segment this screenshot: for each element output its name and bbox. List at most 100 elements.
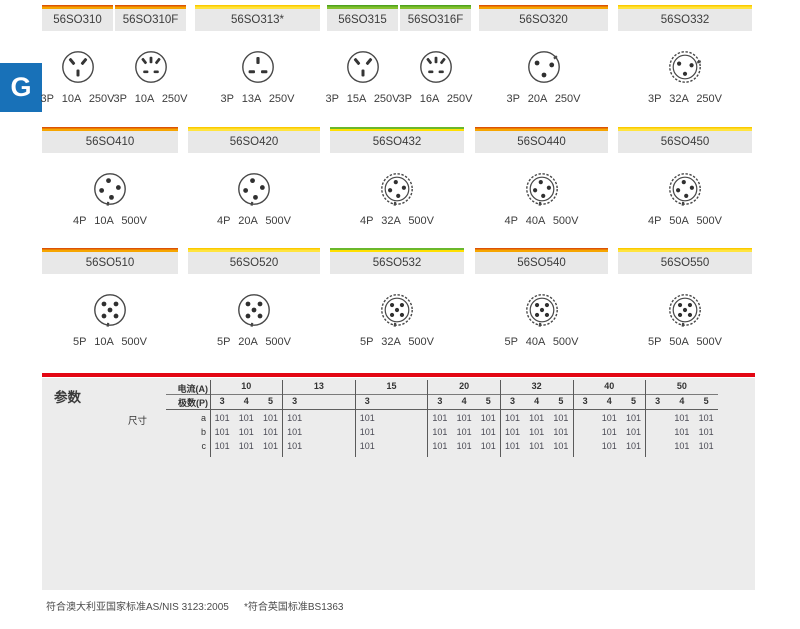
dimension-value: 101 (238, 413, 254, 423)
product-card: 56SO540 5P 40A 500V (475, 248, 608, 348)
round-4pin-double-icon (380, 172, 414, 206)
dimension-value: 101 (529, 427, 545, 437)
section-divider-rule (42, 373, 755, 377)
poles-value: 4 (534, 396, 540, 406)
color-code-bar (479, 5, 608, 9)
color-code-bar (42, 248, 178, 252)
color-code-bar (618, 5, 752, 9)
poles-value: 3 (219, 396, 225, 406)
dimension-value: 101 (698, 413, 714, 423)
current-row-label: 电流(A) (177, 384, 209, 394)
color-code-bar (188, 127, 320, 131)
color-code-bar (618, 248, 752, 252)
poles-value: 5 (267, 396, 273, 406)
dimension-value: 101 (480, 413, 496, 423)
socket-aus-3pin-icon (346, 50, 380, 84)
product-card: 56SO510 5P 10A 500V (42, 248, 178, 348)
product-rating: 3P 15A 250V (325, 93, 400, 105)
product-model: 56SO320 (479, 9, 608, 31)
product-model: 56SO332 (618, 9, 752, 31)
product-model: 56SO540 (475, 252, 608, 274)
product-row-4p: 56SO410 4P 10A 500V 56SO420 4P 20A 500V 56SO… (42, 127, 754, 227)
dimension-value: 101 (504, 441, 520, 451)
product-model: 56SO532 (330, 252, 464, 274)
product-card: 56SO315 3P 15A 250V (325, 5, 400, 105)
product-rating: 3P 10A 250V (40, 93, 115, 105)
product-card: 56SO320 3P 20A 250V (479, 5, 608, 105)
dimensions-label: 尺寸 (128, 416, 148, 427)
product-rating: 4P 10A 500V (72, 215, 148, 227)
dimension-value: 101 (456, 441, 472, 451)
color-code-bar (330, 248, 464, 252)
table-column-divider (282, 380, 284, 457)
round-3pin-icon (527, 50, 561, 84)
dim-row-label: b (200, 427, 206, 437)
dimension-value: 101 (214, 413, 230, 423)
color-code-bar (188, 248, 320, 252)
dimension-value: 101 (601, 441, 617, 451)
product-rating: 4P 50A 500V (647, 215, 723, 227)
product-rating: 4P 32A 500V (359, 215, 435, 227)
section-title: 参数 (54, 390, 81, 405)
product-card: 56SO310F 3P 10A 250V (113, 5, 188, 105)
dimension-value: 101 (674, 413, 690, 423)
round-4pin-icon (237, 172, 271, 206)
product-model: 56SO313* (195, 9, 320, 31)
table-rule-under-poles (166, 409, 718, 410)
poles-value: 3 (509, 396, 515, 406)
round-5pin-double-icon (668, 293, 702, 327)
dimension-value: 101 (359, 427, 375, 437)
dimension-value: 101 (625, 413, 641, 423)
color-code-bar (327, 5, 398, 9)
product-card: 56SO420 4P 20A 500V (188, 127, 320, 227)
socket-bs1363-icon (241, 50, 275, 84)
dim-row-label: c (201, 441, 207, 451)
footnote-australian-standard: 符合澳大利亚国家标准AS/NIS 3123:2005 (46, 602, 229, 613)
table-column-divider (572, 380, 574, 457)
product-rating: 4P 20A 500V (216, 215, 292, 227)
poles-value: 3 (655, 396, 661, 406)
table-column-divider (645, 380, 647, 457)
product-card: 56SO332 3P 32A 250V (618, 5, 752, 105)
dimension-value: 101 (287, 413, 303, 423)
poles-row-label: 极数(P) (178, 398, 208, 408)
table-column-divider (499, 380, 501, 457)
poles-value: 3 (292, 396, 298, 406)
product-rating: 3P 32A 250V (647, 93, 723, 105)
product-model: 56SO410 (42, 131, 178, 153)
dimension-value: 101 (480, 427, 496, 437)
color-code-bar (42, 127, 178, 131)
dimension-value: 101 (601, 427, 617, 437)
table-column-divider (209, 380, 211, 457)
current-value: 40 (604, 381, 615, 391)
product-rating: 3P 13A 250V (220, 93, 295, 105)
round-5pin-icon (93, 293, 127, 327)
product-model: 56SO550 (618, 252, 752, 274)
product-rating: 3P 16A 250V (398, 93, 473, 105)
color-code-bar (195, 5, 320, 9)
dimension-value: 101 (674, 427, 690, 437)
dimension-value: 101 (432, 441, 448, 451)
socket-aus-3pin-icon (61, 50, 95, 84)
round-5pin-double-icon (380, 293, 414, 327)
product-rating: 3P 20A 250V (506, 93, 581, 105)
dimension-value: 101 (262, 441, 278, 451)
dimension-value: 101 (238, 427, 254, 437)
product-row-3p: 56SO310 3P 10A 250V 56SO310F 3P 10A 250V 56S… (40, 5, 754, 105)
product-model: 56SO316F (400, 9, 471, 31)
color-code-bar (475, 248, 608, 252)
product-rating: 5P 50A 500V (647, 336, 723, 348)
product-model: 56SO440 (475, 131, 608, 153)
dimension-value: 101 (214, 427, 230, 437)
product-card: 56SO313* 3P 13A 250V (195, 5, 320, 105)
section-tab-g[interactable]: G (0, 63, 42, 112)
poles-value: 3 (437, 396, 443, 406)
dimension-value: 101 (601, 413, 617, 423)
current-value: 10 (241, 381, 252, 391)
current-value: 15 (386, 381, 397, 391)
dimension-value: 101 (432, 413, 448, 423)
product-row-5p: 56SO510 5P 10A 500V 56SO520 5P 20A 500V 56SO… (42, 248, 754, 348)
product-card: 56SO432 4P 32A 500V (330, 127, 464, 227)
product-card: 56SO532 5P 32A 500V (330, 248, 464, 348)
product-model: 56SO432 (330, 131, 464, 153)
